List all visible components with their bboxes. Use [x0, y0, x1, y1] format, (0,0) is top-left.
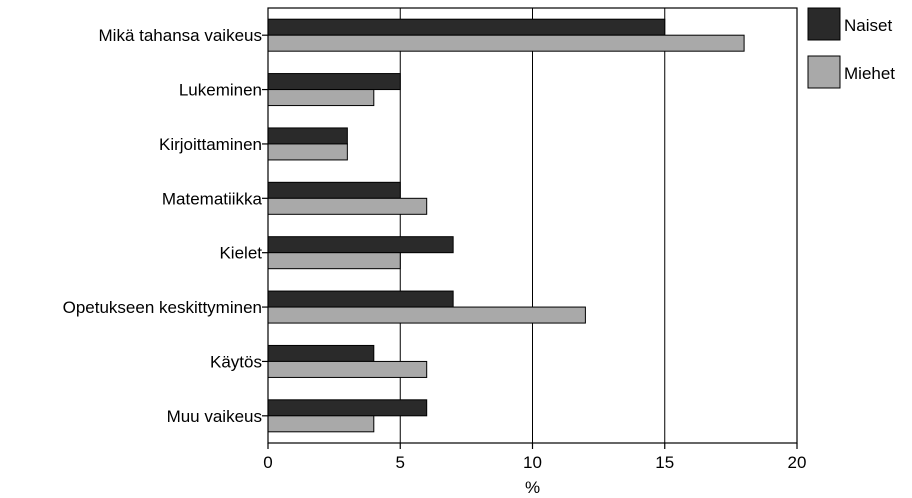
category-label: Matematiikka — [162, 189, 263, 208]
bar-naiset — [267, 399, 428, 417]
x-tick-label: 5 — [396, 453, 405, 472]
x-axis-ticks: 0 5 10 15 20 — [263, 443, 806, 472]
grid-lines — [399, 8, 666, 443]
x-tick-label: 15 — [655, 453, 674, 472]
bar-miehet — [267, 89, 375, 107]
bar-miehet — [267, 415, 375, 433]
category-label: Lukeminen — [179, 81, 262, 100]
legend: Naiset Miehet — [807, 7, 895, 89]
bar-naiset — [267, 344, 375, 362]
legend-swatch — [807, 55, 841, 89]
bar-miehet — [267, 306, 586, 324]
bar-miehet — [267, 252, 401, 270]
category-label: Käytös — [210, 352, 262, 371]
x-axis-title: % — [525, 478, 540, 497]
bar-naiset — [267, 181, 401, 199]
legend-label: Naiset — [844, 16, 892, 35]
category-label: Mikä tahansa vaikeus — [99, 26, 262, 45]
bar-naiset — [267, 73, 401, 91]
bar-naiset — [267, 127, 348, 145]
category-label: Kielet — [219, 244, 262, 263]
bar-naiset — [267, 236, 454, 254]
legend-swatch — [807, 7, 841, 41]
category-label: Opetukseen keskittyminen — [63, 298, 262, 317]
bar-miehet — [267, 143, 348, 161]
category-label: Muu vaikeus — [167, 407, 262, 426]
x-tick-label: 20 — [788, 453, 807, 472]
legend-label: Miehet — [844, 64, 895, 83]
x-tick-label: 0 — [263, 453, 272, 472]
bar-naiset — [267, 18, 666, 36]
category-labels: Mikä tahansa vaikeus Lukeminen Kirjoittami… — [63, 26, 268, 426]
x-tick-label: 10 — [523, 453, 542, 472]
bars — [267, 18, 745, 433]
bar-miehet — [267, 360, 428, 378]
bar-miehet — [267, 197, 428, 215]
category-label: Kirjoittaminen — [159, 135, 262, 154]
bar-naiset — [267, 290, 454, 308]
bar-miehet — [267, 34, 745, 52]
